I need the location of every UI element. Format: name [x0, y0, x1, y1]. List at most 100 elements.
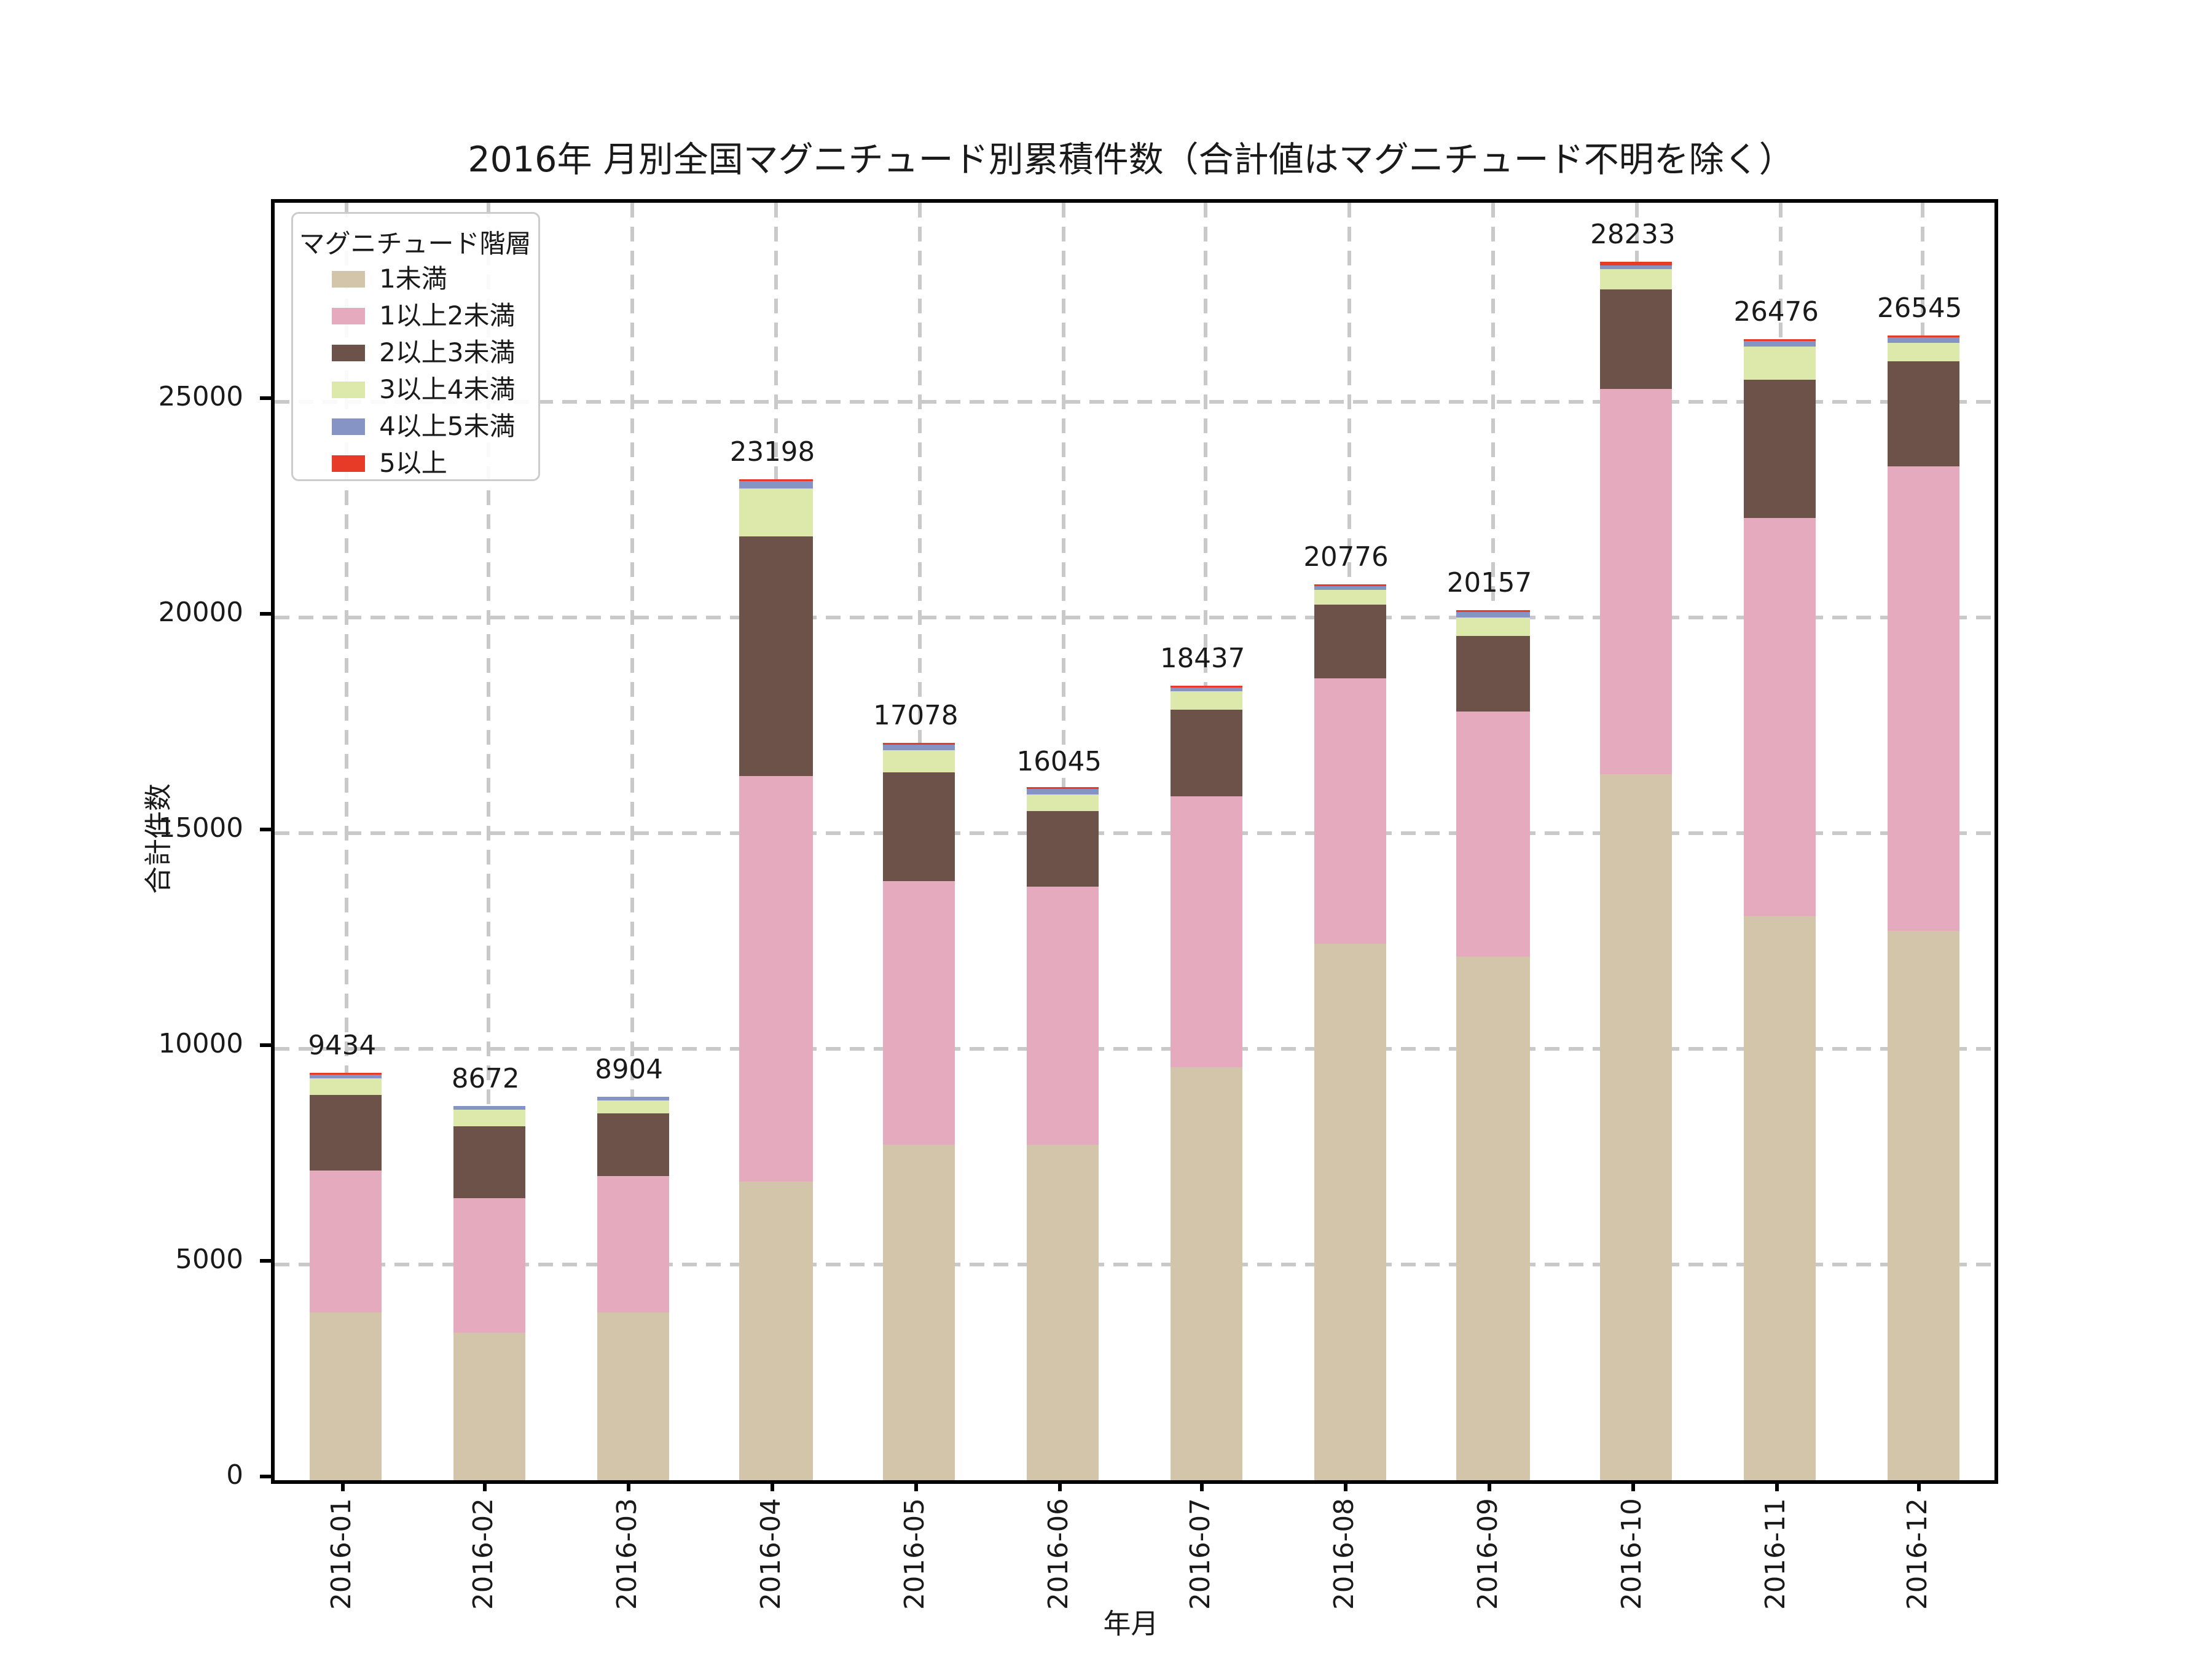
gridline-y-10000: [274, 1047, 1995, 1051]
bar-segment-2016-03-series-3: [596, 1100, 669, 1114]
bar-segment-2016-07-series-5: [1170, 684, 1243, 687]
bar-segment-2016-12-series-4: [1887, 337, 1960, 342]
bar-segment-2016-10-series-4: [1600, 264, 1673, 269]
bar-total-label-2016-11: 26476: [1733, 297, 1819, 327]
bar-segment-2016-09-series-2: [1456, 635, 1529, 712]
bar-segment-2016-05-series-1: [883, 881, 956, 1144]
bar-segment-2016-04-series-5: [739, 479, 812, 482]
y-tick-mark: [259, 396, 271, 401]
bar-segment-2016-03-series-2: [596, 1113, 669, 1177]
legend-swatch-icon: [331, 270, 365, 288]
bar-segment-2016-01-series-0: [309, 1313, 382, 1480]
bar-segment-2016-09-series-5: [1456, 611, 1529, 613]
bar-segment-2016-09-series-4: [1456, 612, 1529, 618]
bar-total-label-2016-06: 16045: [1016, 747, 1102, 777]
gridline-y-25000: [274, 400, 1995, 404]
bar-segment-2016-05-series-4: [883, 745, 956, 751]
bar-segment-2016-06-series-5: [1026, 788, 1099, 790]
gridline-y-5000: [274, 1263, 1995, 1266]
bar-total-label-2016-08: 20776: [1303, 543, 1389, 573]
x-axis-title: 年月: [1103, 1607, 1159, 1641]
x-tick-mark: [1631, 1480, 1635, 1491]
bar-total-label-2016-09: 20157: [1446, 570, 1532, 600]
bar-segment-2016-11-series-3: [1743, 346, 1816, 381]
bar-segment-2016-07-series-2: [1170, 709, 1243, 796]
bar-segment-2016-05-series-5: [883, 743, 956, 745]
bar-segment-2016-12-series-1: [1887, 467, 1960, 932]
legend-item-label: 5以上: [379, 449, 447, 479]
bar-segment-2016-08-series-2: [1313, 604, 1386, 679]
bar-total-label-2016-10: 28233: [1590, 222, 1676, 252]
bar-segment-2016-03-series-0: [596, 1312, 669, 1480]
x-tick-mark: [1344, 1480, 1348, 1491]
bar-segment-2016-08-series-3: [1313, 589, 1386, 605]
legend-swatch-icon: [331, 455, 365, 473]
bar-segment-2016-02-series-4: [453, 1106, 526, 1110]
bar-segment-2016-06-series-0: [1026, 1145, 1099, 1480]
bar-segment-2016-07-series-0: [1170, 1067, 1243, 1480]
gridline-y-20000: [274, 616, 1995, 620]
chart-title: 2016年 月別全国マグニチュード別累積件数（合計値はマグニチュード不明を除く）: [468, 140, 1794, 181]
legend-item-label: 1未満: [379, 265, 447, 295]
y-tick-label-15000: 15000: [158, 815, 243, 845]
y-tick-mark: [259, 828, 271, 832]
y-axis-title: 合計件数: [142, 783, 175, 895]
bar-segment-2016-11-series-0: [1743, 916, 1816, 1480]
y-tick-label-5000: 5000: [175, 1246, 243, 1276]
y-tick-mark: [259, 1259, 271, 1263]
bar-segment-2016-02-series-0: [453, 1332, 526, 1480]
x-tick-mark: [1488, 1480, 1491, 1491]
bar-segment-2016-12-series-0: [1887, 931, 1960, 1480]
gridline-y-15000: [274, 831, 1995, 836]
bar-total-label-2016-12: 26545: [1877, 294, 1963, 324]
bar-segment-2016-04-series-2: [739, 537, 812, 775]
y-tick-label-20000: 20000: [158, 599, 243, 629]
bar-segment-2016-04-series-4: [739, 481, 812, 489]
x-tick-mark: [340, 1480, 344, 1491]
bar-segment-2016-08-series-4: [1313, 586, 1386, 590]
gridline-x-2016-02: [487, 202, 492, 1480]
legend: マグニチュード階層 1未満 1以上2未満 2以上3未満 3以上4未満 4以上5未満 5以上: [291, 211, 540, 481]
legend-item-label: 1以上2未満: [379, 302, 516, 332]
legend-swatch-icon: [331, 307, 365, 325]
y-tick-label-0: 0: [226, 1462, 243, 1491]
bar-segment-2016-09-series-3: [1456, 617, 1529, 636]
bar-segment-2016-02-series-3: [453, 1109, 526, 1126]
bar-segment-2016-04-series-0: [739, 1182, 812, 1480]
bar-total-label-2016-03: 8904: [595, 1056, 663, 1086]
bar-segment-2016-03-series-4: [596, 1096, 669, 1100]
bar-segment-2016-12-series-2: [1887, 361, 1960, 468]
bar-segment-2016-10-series-5: [1600, 262, 1673, 265]
legend-swatch-icon: [331, 344, 365, 362]
bar-segment-2016-01-series-2: [309, 1094, 382, 1171]
x-tick-mark: [1201, 1480, 1205, 1491]
gridline-x-2016-03: [630, 202, 635, 1480]
bar-segment-2016-05-series-3: [883, 750, 956, 772]
bar-segment-2016-11-series-4: [1743, 340, 1816, 347]
bar-segment-2016-08-series-0: [1313, 944, 1386, 1480]
x-tick-mark: [914, 1480, 918, 1491]
y-tick-mark: [259, 612, 271, 616]
bar-segment-2016-01-series-1: [309, 1171, 382, 1314]
bar-segment-2016-04-series-3: [739, 488, 812, 538]
bar-segment-2016-02-series-1: [453, 1199, 526, 1333]
bar-segment-2016-11-series-5: [1743, 338, 1816, 340]
bar-segment-2016-07-series-1: [1170, 796, 1243, 1067]
x-tick-mark: [1918, 1480, 1922, 1491]
gridline-x-2016-01: [343, 202, 348, 1480]
legend-item-label: 2以上3未満: [379, 339, 516, 369]
y-tick-label-25000: 25000: [158, 383, 243, 414]
legend-swatch-icon: [331, 418, 365, 436]
x-tick-mark: [1774, 1480, 1778, 1491]
legend-swatch-icon: [331, 381, 365, 399]
bar-segment-2016-06-series-4: [1026, 789, 1099, 794]
bar-segment-2016-03-series-1: [596, 1176, 669, 1313]
bar-segment-2016-12-series-3: [1887, 342, 1960, 362]
bar-total-label-2016-01: 9434: [308, 1032, 377, 1062]
bar-segment-2016-08-series-1: [1313, 678, 1386, 944]
x-tick-mark: [627, 1480, 631, 1491]
bar-segment-2016-12-series-5: [1887, 335, 1960, 337]
bar-segment-2016-10-series-1: [1600, 389, 1673, 774]
bar-segment-2016-09-series-1: [1456, 712, 1529, 958]
